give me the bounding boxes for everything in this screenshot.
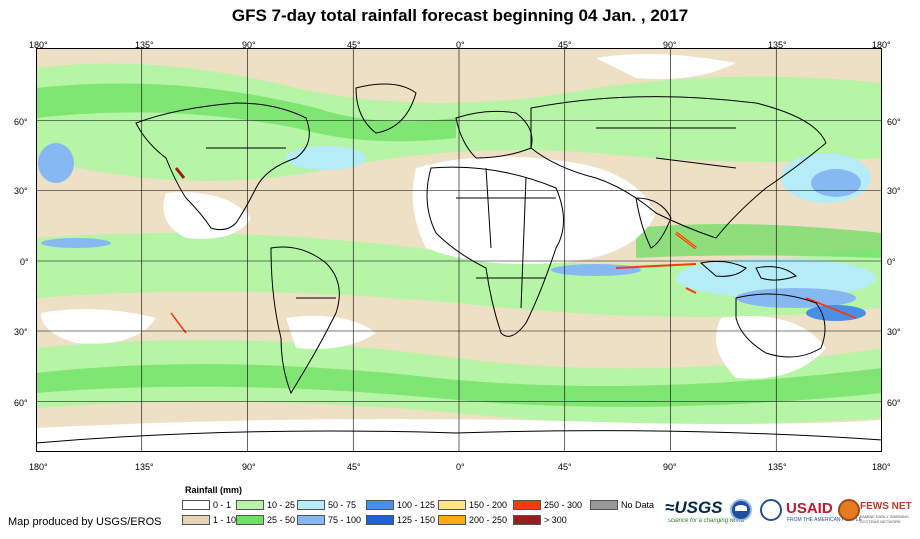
right-lat-label: 0° (887, 257, 896, 267)
bottom-lon-label: 0° (456, 462, 465, 472)
top-lon-label: 135° (135, 40, 154, 50)
legend-label: > 300 (544, 515, 567, 525)
legend-label: 0 - 1 (213, 500, 232, 510)
legend-label: 100 - 125 (397, 500, 436, 510)
bottom-lon-label: 90° (663, 462, 677, 472)
legend-label: 75 - 100 (328, 515, 362, 525)
legend-label: 150 - 200 (469, 500, 508, 510)
legend-label: 250 - 300 (544, 500, 583, 510)
legend-swatch (513, 500, 541, 510)
left-lat-label: 30° (14, 327, 28, 337)
legend-label: 1 - 10 (213, 515, 237, 525)
legend-swatch (366, 500, 394, 510)
bottom-lon-label: 45° (558, 462, 572, 472)
top-lon-label: 90° (663, 40, 677, 50)
map-credit: Map produced by USGS/EROS (8, 516, 162, 528)
bottom-lon-label: 135° (768, 462, 787, 472)
right-lat-label: 30° (887, 186, 901, 196)
bottom-lon-label: 135° (135, 462, 154, 472)
legend-label: 50 - 75 (328, 500, 357, 510)
fews-net-seal-icon (838, 499, 860, 521)
bottom-lon-label: 180° (29, 462, 48, 472)
country-boundaries (36, 83, 882, 444)
legend-label: 200 - 250 (469, 515, 508, 525)
legend-swatch (438, 515, 466, 525)
graticule (36, 48, 882, 452)
legend-label: 25 - 50 (267, 515, 296, 525)
legend-swatch (513, 515, 541, 525)
legend-swatch (590, 500, 618, 510)
fews-net-tagline: FAMINE EARLY WARNING SYSTEMS NETWORK (860, 514, 910, 524)
legend-swatch (366, 515, 394, 525)
usaid-tagline: FROM THE AMERICAN PEOPLE (787, 517, 862, 523)
top-lon-label: 45° (347, 40, 361, 50)
legend-label: 125 - 150 (397, 515, 436, 525)
right-lat-label: 30° (887, 327, 901, 337)
legend-swatch (297, 515, 325, 525)
legend-label: No Data (621, 500, 655, 510)
bottom-lon-label: 180° (872, 462, 891, 472)
rainfall-map (36, 48, 882, 452)
left-lat-label: 0° (20, 257, 29, 267)
usaid-logo: USAID (786, 500, 833, 517)
legend-title: Rainfall (mm) (185, 485, 243, 495)
right-lat-label: 60° (887, 117, 901, 127)
bottom-lon-label: 90° (242, 462, 256, 472)
left-lat-label: 60° (14, 117, 28, 127)
usgs-logo: ≈USGS (665, 498, 723, 517)
left-lat-label: 30° (14, 186, 28, 196)
map-title: GFS 7-day total rainfall forecast beginn… (231, 6, 689, 25)
legend-swatch (236, 515, 264, 525)
legend-swatch (438, 500, 466, 510)
bottom-lon-label: 45° (347, 462, 361, 472)
legend-label: 10 - 25 (267, 500, 296, 510)
right-lat-label: 60° (887, 398, 901, 408)
usgs-tagline: science for a changing world (668, 518, 745, 524)
legend-swatch (182, 500, 210, 510)
top-lon-label: 90° (242, 40, 256, 50)
top-lon-label: 135° (768, 40, 787, 50)
legend-swatch (236, 500, 264, 510)
top-lon-label: 45° (558, 40, 572, 50)
left-lat-label: 60° (14, 398, 28, 408)
top-lon-label: 180° (29, 40, 48, 50)
legend-swatch (297, 500, 325, 510)
top-lon-label: 0° (456, 40, 465, 50)
rainfall-150-plus-streaks (170, 167, 857, 334)
usaid-seal-icon (760, 499, 782, 521)
top-lon-label: 180° (872, 40, 891, 50)
noaa-bird-icon (735, 505, 747, 511)
map-frame (36, 48, 882, 452)
fews-net-logo: FEWS NET (860, 501, 912, 512)
legend-swatch (182, 515, 210, 525)
